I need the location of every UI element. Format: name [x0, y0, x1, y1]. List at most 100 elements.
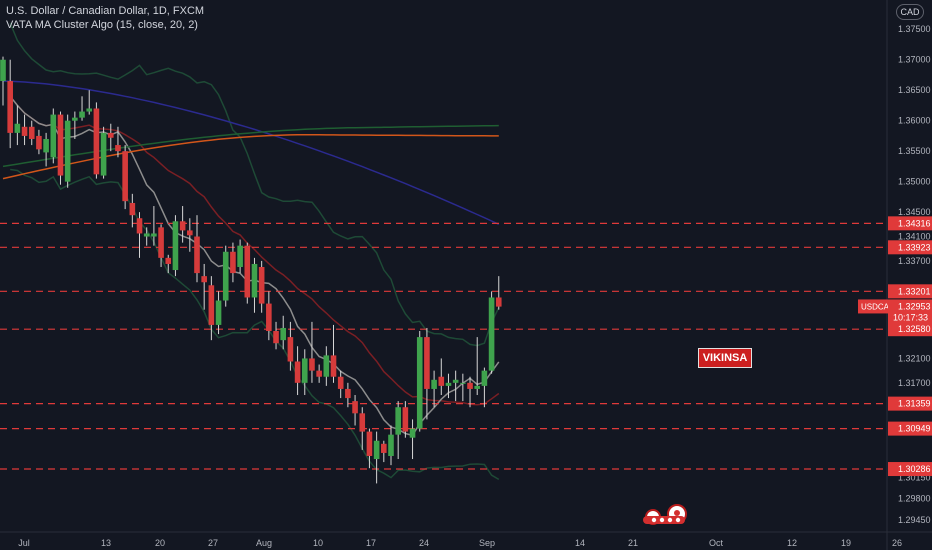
level-price-label: 1.30286: [898, 464, 931, 474]
candle-body: [122, 151, 128, 202]
candle-body: [143, 233, 150, 237]
candle-body: [409, 428, 416, 438]
level-price-label: 1.31359: [898, 399, 931, 409]
candle-body: [36, 135, 42, 150]
last-price-tag: [888, 299, 932, 324]
price-tick-label: 1.29450: [898, 515, 931, 525]
candle-body: [452, 379, 459, 383]
candle-body: [431, 379, 437, 389]
candle-body: [237, 245, 243, 267]
candle-body: [345, 388, 351, 399]
time-tick-label: 20: [155, 538, 165, 548]
tradingview-logo-icon: [639, 502, 691, 526]
candle-body: [438, 376, 445, 386]
candle-body: [208, 285, 215, 325]
candle-body: [251, 263, 258, 298]
level-price-tag: [888, 396, 932, 411]
candle-body: [416, 337, 423, 429]
candle-body: [100, 132, 107, 176]
time-tick-label: Sep: [479, 538, 495, 548]
bar-countdown-label: 10:17:33: [893, 312, 928, 322]
candle-body: [136, 218, 143, 234]
candle-body: [460, 382, 466, 384]
symbol-title: U.S. Dollar / Canadian Dollar, 1D, FXCM: [6, 5, 205, 17]
candle-body: [266, 303, 272, 332]
time-tick-label: 21: [628, 538, 638, 548]
time-tick-label: 17: [366, 538, 376, 548]
price-tick-label: 1.34100: [898, 232, 931, 242]
candle-body: [402, 407, 409, 432]
candle-body: [79, 111, 85, 118]
candle-body: [316, 370, 322, 377]
lower-band-line: [10, 168, 500, 481]
candle-body: [64, 120, 71, 182]
candle-body: [0, 59, 6, 82]
candle-body: [194, 236, 200, 274]
price-tick-label: 1.32100: [898, 353, 931, 363]
candle-body: [323, 355, 330, 377]
candle-body: [57, 114, 64, 176]
price-tick-label: 1.36000: [898, 116, 931, 126]
candle-body: [129, 202, 136, 216]
candle-body: [309, 358, 315, 371]
candle-body: [93, 108, 100, 175]
currency-button[interactable]: CAD: [896, 4, 924, 20]
candle-body: [395, 407, 401, 435]
time-tick-label: 26: [892, 538, 902, 548]
candle-body: [330, 355, 337, 377]
candle-body: [258, 267, 265, 304]
ma-orange-line: [2, 134, 499, 180]
level-price-label: 1.32580: [898, 324, 931, 334]
candle-body: [366, 431, 373, 456]
candle-body: [244, 245, 251, 298]
candle-body: [445, 382, 452, 386]
indicator-title: VATA MA Cluster Algo (15, close, 20, 2): [6, 19, 198, 31]
ma-blue-line: [2, 80, 500, 225]
level-price-label: 1.30949: [898, 424, 931, 434]
candle-body: [21, 126, 28, 136]
candle-body: [230, 251, 236, 274]
candle-body: [481, 370, 488, 386]
time-tick-label: Aug: [256, 538, 272, 548]
candle-body: [14, 123, 21, 133]
price-tick-label: 1.36500: [898, 85, 931, 95]
candle-body: [388, 434, 394, 456]
candle-body: [72, 117, 78, 121]
upper-band-line: [9, 22, 500, 347]
candle-body: [373, 440, 380, 460]
ma-green-line: [2, 124, 499, 168]
candle-body: [201, 276, 207, 283]
candle-body: [165, 257, 172, 264]
level-price-tag: [888, 284, 932, 299]
time-tick-label: Jul: [18, 538, 30, 548]
level-price-tag: [888, 240, 932, 255]
candle-body: [474, 385, 481, 389]
candle-body: [222, 251, 229, 301]
price-tick-label: 1.37500: [898, 24, 931, 34]
level-price-tag: [888, 322, 932, 337]
level-price-label: 1.34316: [898, 218, 931, 228]
time-tick-label: 19: [841, 538, 851, 548]
candle-body: [381, 443, 387, 453]
candle-body: [187, 230, 193, 236]
price-tick-label: 1.30150: [898, 472, 931, 482]
candle-body: [28, 126, 35, 139]
vikinsa-watermark: VIKINSA: [698, 348, 752, 368]
candle-body: [495, 297, 502, 307]
candle-body: [215, 300, 222, 325]
last-price-label: 1.32953: [898, 301, 931, 311]
level-price-tag: [888, 421, 932, 436]
price-tick-label: 1.35500: [898, 146, 931, 156]
price-tick-label: 1.29800: [898, 494, 931, 504]
candle-body: [179, 221, 186, 231]
candle-body: [273, 331, 279, 344]
price-tick-label: 1.37000: [898, 55, 931, 65]
candle-body: [301, 358, 308, 383]
time-tick-label: 12: [787, 538, 797, 548]
candle-body: [294, 361, 301, 383]
candle-body: [86, 108, 93, 112]
candle-body: [467, 382, 473, 389]
time-tick-label: 10: [313, 538, 323, 548]
candle-body: [337, 376, 344, 389]
